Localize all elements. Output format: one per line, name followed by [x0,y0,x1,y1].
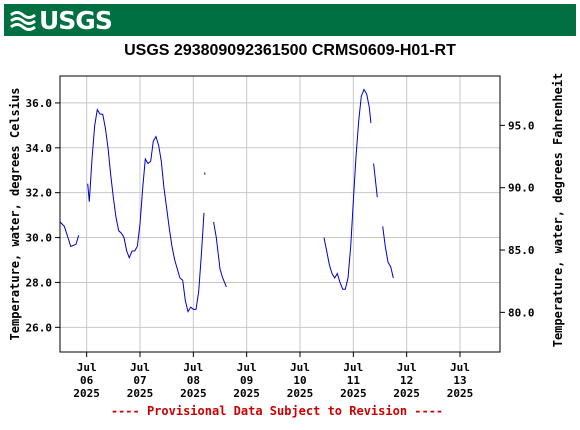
grid-lines [60,76,500,352]
usgs-wave-icon [10,11,36,31]
x-tick-label: Jul [237,361,257,374]
series-line-segment [204,172,206,175]
series-line-segment [87,108,205,313]
provisional-data-notice: ---- Provisional Data Subject to Revisio… [110,404,444,418]
y2-tick-label: 85.0 [508,244,535,257]
x-tick-label: Jul [397,361,417,374]
x-tick-label: 2025 [73,387,100,400]
y-axis-label-fahrenheit: Temperature, water, degrees Fahrenheit [551,73,565,348]
x-tick-label: 07 [133,374,146,387]
y-tick-label: 32.0 [26,187,53,200]
y-axis-label-celsius: Temperature, water, degrees Celsius [8,88,22,341]
x-tick-label: 2025 [393,387,420,400]
usgs-banner: USGS [4,4,576,36]
series-line-segment [382,226,394,279]
chart-title: USGS 293809092361500 CRMS0609-H01-RT [124,42,456,59]
x-tick-label: 12 [400,374,413,387]
y-tick-label: 30.0 [26,232,53,245]
series-line-segment [323,88,372,290]
x-tick-label: 2025 [180,387,207,400]
x-tick-label: 09 [240,374,253,387]
x-tick-label: Jul [450,361,470,374]
x-tick-label: 11 [347,374,361,387]
x-tick-label: 10 [293,374,306,387]
x-tick-label: 2025 [287,387,314,400]
series-line-segment [213,221,227,288]
x-tick-label: 08 [187,374,200,387]
tick-labels: Jul062025Jul072025Jul082025Jul092025Jul1… [26,97,535,400]
y2-tick-label: 80.0 [508,306,535,319]
x-tick-label: 2025 [127,387,154,400]
y2-tick-label: 90.0 [508,182,535,195]
series-line-segment [373,163,378,198]
x-tick-label: 06 [80,374,94,387]
x-tick-label: 2025 [233,387,260,400]
axis-ticks [55,102,505,357]
x-tick-label: 2025 [340,387,367,400]
x-tick-label: Jul [130,361,150,374]
x-tick-label: 2025 [447,387,474,400]
y-tick-label: 36.0 [26,97,53,110]
y-tick-label: 28.0 [26,276,53,289]
y-tick-label: 34.0 [26,142,53,155]
temperature-series [59,88,394,313]
x-tick-label: Jul [77,361,97,374]
y-tick-label: 26.0 [26,321,53,334]
x-tick-label: Jul [290,361,310,374]
usgs-logo[interactable]: USGS [10,5,113,35]
y2-tick-label: 95.0 [508,119,535,132]
usgs-logo-text: USGS [39,5,113,35]
plot-frame [59,75,501,353]
x-tick-label: Jul [183,361,203,374]
x-tick-label: Jul [343,361,363,374]
x-tick-label: 13 [453,374,466,387]
series-line-segment [59,221,80,248]
